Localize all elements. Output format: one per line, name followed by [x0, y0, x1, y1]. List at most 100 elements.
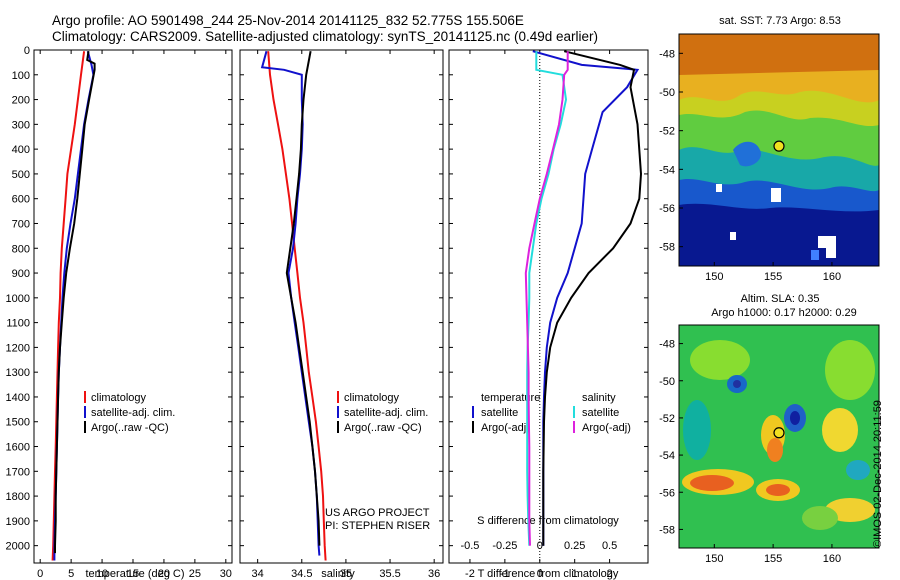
legend-label-satellite: satellite-adj. clim. — [344, 407, 428, 419]
map-y-tick-label: -52 — [659, 126, 675, 138]
x-tick-label-top: 0.5 — [602, 540, 617, 552]
x-tick-label-top: 0.25 — [564, 540, 585, 552]
salinity-legend: climatology satellite-adj. clim. Argo(..… — [337, 391, 428, 434]
map-x-tick-label: 155 — [764, 553, 782, 565]
x-tick-label-top: -0.25 — [492, 540, 517, 552]
y-tick-label: 200 — [12, 95, 30, 107]
legend-title-temperature: temperature — [481, 392, 540, 404]
map-x-tick-label: 150 — [705, 271, 723, 283]
difference-xlabel: T difference from climatology — [478, 568, 619, 580]
y-tick-label: 400 — [12, 144, 30, 156]
legend-title-salinity: salinity — [582, 392, 616, 404]
project-annotation: US ARGO PROJECT — [325, 507, 430, 519]
y-tick-label: 800 — [12, 243, 30, 255]
x-tick-label: 15 — [127, 568, 139, 580]
x-tick-label: 35 — [340, 568, 352, 580]
x-tick-label: 25 — [189, 568, 201, 580]
difference-top-xlabel: S difference from climatology — [477, 515, 619, 527]
header-title: Argo profile: AO 5901498_244 25-Nov-2014… — [52, 13, 524, 28]
x-tick-label: 36 — [428, 568, 440, 580]
map-x-tick-label: 150 — [705, 553, 723, 565]
map-y-tick-label: -54 — [659, 450, 675, 462]
series-line — [542, 50, 643, 546]
x-tick-label: 35.5 — [379, 568, 400, 580]
map-x-tick-label: 155 — [764, 271, 782, 283]
chart-marks: 0 5 10 15 20 25 300100200300400500600700800900… — [6, 45, 842, 580]
map-y-tick-label: -56 — [659, 203, 675, 215]
map-y-tick-label: -52 — [659, 413, 675, 425]
legend-label-s-argo: Argo(-adj) — [582, 422, 631, 434]
map-y-tick-label: -58 — [659, 242, 675, 254]
x-tick-label: -2 — [465, 568, 475, 580]
legend-label-climatology: climatology — [344, 392, 400, 404]
y-tick-label: 600 — [12, 194, 30, 206]
y-tick-label: 300 — [12, 119, 30, 131]
map-y-tick-label: -58 — [659, 524, 675, 536]
legend-label-argo: Argo(..raw -QC) — [91, 422, 169, 434]
salinity-xlabel: salinity — [321, 568, 355, 580]
temperature-panel — [33, 49, 233, 564]
map-y-tick-label: -50 — [659, 87, 675, 99]
map-x-tick-label: 160 — [823, 553, 841, 565]
x-tick-label: 2 — [607, 568, 613, 580]
legend-label-climatology: climatology — [91, 392, 147, 404]
y-tick-label: 1300 — [6, 367, 30, 379]
argo-location-marker — [773, 427, 785, 439]
series-line — [51, 51, 86, 561]
legend-label-t-argo: Argo(-adj) — [481, 422, 530, 434]
series-line — [526, 51, 568, 546]
pi-annotation: PI: STEPHEN RISER — [325, 520, 430, 532]
y-tick-label: 1000 — [6, 293, 30, 305]
legend-label-argo: Argo(..raw -QC) — [344, 422, 422, 434]
x-tick-label: 0 — [37, 568, 43, 580]
credit-text: ©IMOS 02-Dec-2014 20:11:59 — [872, 400, 884, 548]
y-tick-label: 1100 — [6, 318, 30, 330]
legend-label-t-satellite: satellite — [481, 407, 518, 419]
temperature-xlabel: temperature (deg C) — [85, 568, 184, 580]
sst-map — [678, 33, 880, 267]
y-tick-label: 1400 — [6, 392, 30, 404]
header-subtitle: Climatology: CARS2009. Satellite-adjuste… — [52, 29, 599, 44]
difference-legend: temperature satellite Argo(-adj) salinit… — [472, 392, 631, 434]
x-tick-label: 10 — [96, 568, 108, 580]
argo-location-marker — [773, 140, 785, 152]
y-tick-label: 900 — [12, 268, 30, 280]
difference-panel — [448, 49, 649, 564]
map-y-tick-label: -56 — [659, 487, 675, 499]
x-tick-label: 34 — [252, 568, 264, 580]
legend-label-s-satellite: satellite — [582, 407, 619, 419]
map-y-tick-label: -54 — [659, 164, 675, 176]
map-y-tick-label: -48 — [659, 339, 675, 351]
salinity-panel — [239, 49, 444, 564]
y-tick-label: 2000 — [6, 541, 30, 553]
y-tick-label: 100 — [12, 70, 30, 82]
y-tick-label: 1900 — [6, 516, 30, 528]
x-tick-label-top: -0.5 — [460, 540, 479, 552]
x-tick-label: 20 — [158, 568, 170, 580]
series-line — [54, 51, 96, 554]
y-tick-label: 1600 — [6, 442, 30, 454]
map-x-tick-label: 160 — [823, 271, 841, 283]
sst-map-title: sat. SST: 7.73 Argo: 8.53 — [719, 15, 841, 27]
sla-map-subtitle: Argo h1000: 0.17 h2000: 0.29 — [711, 307, 857, 319]
y-tick-label: 1700 — [6, 466, 30, 478]
series-line — [524, 51, 569, 546]
y-tick-label: 1200 — [6, 342, 30, 354]
y-tick-label: 1800 — [6, 491, 30, 503]
x-tick-label: 30 — [220, 568, 232, 580]
x-tick-label: -1 — [500, 568, 510, 580]
legend-label-satellite: satellite-adj. clim. — [91, 407, 175, 419]
y-tick-label: 1500 — [6, 417, 30, 429]
map-y-tick-label: -48 — [659, 48, 675, 60]
y-tick-label: 500 — [12, 169, 30, 181]
x-tick-label: 5 — [68, 568, 74, 580]
sla-map-title: Altim. SLA: 0.35 — [741, 293, 820, 305]
temperature-legend: climatology satellite-adj. clim. Argo(..… — [84, 391, 175, 434]
x-tick-label: 1 — [572, 568, 578, 580]
x-tick-label: 0 — [537, 568, 543, 580]
y-tick-label: 700 — [12, 218, 30, 230]
y-tick-label: 0 — [24, 45, 30, 57]
series-line — [267, 51, 327, 561]
map-y-tick-label: -50 — [659, 376, 675, 388]
